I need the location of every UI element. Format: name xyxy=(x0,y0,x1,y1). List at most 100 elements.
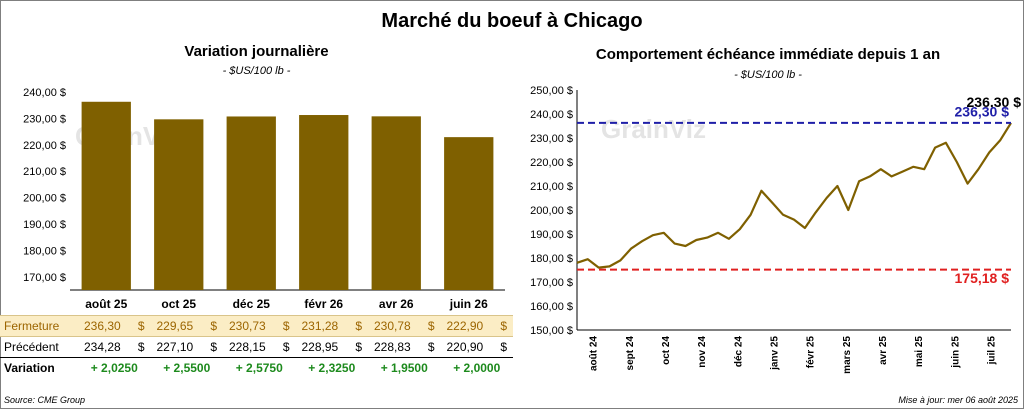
line-xtick: août 24 xyxy=(589,336,600,371)
line-chart: GrainViz 150,00 $ 160,00 $ 170,00 $ 180,00 $… xyxy=(530,85,1022,374)
bar-ytick: 190,00 $ xyxy=(23,219,66,231)
table-cell: 234,28 $ xyxy=(78,337,151,358)
summary-table: Fermeture 236,30 $229,65 $230,73 $231,28 $230… xyxy=(0,315,513,378)
row-label: Précédent xyxy=(4,340,59,354)
table-cell: 229,65 $ xyxy=(150,315,223,337)
source-note: Source: CME Group xyxy=(4,395,86,405)
cell-value: 230,78 xyxy=(374,319,411,333)
cell-currency: $ xyxy=(282,319,290,333)
cell-currency: $ xyxy=(282,340,290,354)
line-ytick: 240,00 $ xyxy=(530,109,573,121)
line-xtick: nov 24 xyxy=(697,336,708,368)
bar-category: déc 25 xyxy=(233,297,271,311)
cell-currency: $ xyxy=(355,319,362,333)
line-ytick: 200,00 $ xyxy=(530,205,573,217)
cell-value: 228,15 xyxy=(229,340,266,354)
cell-currency: $ xyxy=(210,340,217,354)
line-ytick: 160,00 $ xyxy=(530,301,573,313)
cell-value: 230,73 xyxy=(229,319,266,333)
cell-currency: $ xyxy=(500,340,507,354)
line-ytick: 180,00 $ xyxy=(530,253,573,265)
bar-ytick: 220,00 $ xyxy=(23,140,66,152)
line-ytick: 220,00 $ xyxy=(530,157,573,169)
line-xtick: juin 25 xyxy=(950,336,961,369)
right-panel-title: Comportement échéance immédiate depuis 1… xyxy=(595,46,941,63)
table-cell: 228,83 $ xyxy=(368,337,441,358)
table-cell: 228,15 $ xyxy=(223,337,296,358)
line-xtick: janv 25 xyxy=(769,336,780,371)
line-ytick: 230,00 $ xyxy=(530,133,573,145)
table-cell: + 2,0250 xyxy=(78,357,151,378)
bar-4 xyxy=(371,116,421,290)
update-note: Mise à jour: mer 06 août 2025 xyxy=(898,395,1018,405)
table-cell: + 2,0000 xyxy=(440,357,513,378)
table-cell: + 2,5500 xyxy=(150,357,223,378)
cell-value: 234,28 xyxy=(84,340,121,354)
table-cell: 230,73 $ xyxy=(223,315,296,337)
table-cell: 231,28 $ xyxy=(295,315,368,337)
right-panel-unit: - $US/100 lb - xyxy=(734,69,802,81)
table-cell: + 2,5750 xyxy=(223,357,296,378)
cell-value: 228,95 xyxy=(301,340,339,354)
line-xtick: déc 24 xyxy=(733,336,744,368)
bar-5 xyxy=(444,137,494,290)
left-panel-title: Variation journalière xyxy=(184,43,329,60)
max-price-label: 236,30 $ xyxy=(955,103,1010,119)
line-xtick: oct 24 xyxy=(661,336,672,365)
table-cell: + 1,9500 xyxy=(368,357,441,378)
bar-category: févr 26 xyxy=(304,297,343,311)
bar-chart: GrainViz170,00 $180,00 $190,00 $200,00 $… xyxy=(23,87,505,311)
line-xtick: avr 25 xyxy=(878,336,889,365)
cell-value: 220,90 xyxy=(446,340,484,354)
bar-2 xyxy=(226,116,276,290)
bar-ytick: 210,00 $ xyxy=(23,166,66,178)
table-cell: 228,95 $ xyxy=(296,337,369,358)
price-line xyxy=(576,122,1012,269)
min-price-label: 175,18 $ xyxy=(955,270,1010,286)
bar-3 xyxy=(299,115,349,290)
bar-ytick: 230,00 $ xyxy=(23,113,66,125)
bar-category: avr 26 xyxy=(379,297,414,311)
line-xtick: févr 25 xyxy=(806,336,817,369)
table-cell: + 2,3250 xyxy=(295,357,368,378)
table-row: Variation + 2,0250 + 2,5500 + 2,5750 + 2,325… xyxy=(0,357,513,378)
table-cell: 220,90 $ xyxy=(441,337,514,358)
bar-ytick: 200,00 $ xyxy=(23,193,66,205)
table-row: Fermeture 236,30 $229,65 $230,73 $231,28 $230… xyxy=(0,315,513,337)
cell-value: 231,28 xyxy=(301,319,339,333)
bar-category: oct 25 xyxy=(161,297,196,311)
cell-value: 236,30 xyxy=(84,319,121,333)
cell-value: 227,10 xyxy=(156,340,194,354)
line-xtick: mai 25 xyxy=(914,336,925,368)
cell-currency: $ xyxy=(427,340,435,354)
cell-currency: $ xyxy=(210,319,217,333)
bar-category: août 25 xyxy=(85,297,127,311)
row-label: Fermeture xyxy=(0,315,78,337)
table-cell: 227,10 $ xyxy=(151,337,224,358)
line-xtick: mars 25 xyxy=(842,336,853,374)
cell-currency: $ xyxy=(500,319,507,333)
line-ytick: 150,00 $ xyxy=(530,325,573,337)
cell-currency: $ xyxy=(137,319,145,333)
line-ytick: 210,00 $ xyxy=(530,181,573,193)
row-label: Variation xyxy=(0,357,78,378)
table-cell: 230,78 $ xyxy=(368,315,441,337)
cell-value: 228,83 xyxy=(374,340,411,354)
left-panel-unit: - $US/100 lb - xyxy=(222,65,291,77)
bar-ytick: 170,00 $ xyxy=(23,272,66,284)
bar-0 xyxy=(81,101,131,290)
cell-currency: $ xyxy=(427,319,435,333)
bar-category: juin 26 xyxy=(449,297,488,311)
line-ytick: 190,00 $ xyxy=(530,229,573,241)
table-cell: 222,90 $ xyxy=(440,315,513,337)
bar-ytick: 240,00 $ xyxy=(23,87,66,99)
current-price-label: 236,30 $ xyxy=(967,94,1022,110)
line-ytick: 250,00 $ xyxy=(530,85,573,97)
cell-value: 229,65 xyxy=(156,319,194,333)
watermark: GrainViz xyxy=(601,114,706,144)
table-row: Précédent 234,28 $227,10 $228,15 $228,95 $228… xyxy=(0,337,513,358)
line-ytick: 170,00 $ xyxy=(530,277,573,289)
line-xtick: sept 24 xyxy=(625,336,636,371)
bar-1 xyxy=(154,119,204,290)
table-cell: 236,30 $ xyxy=(78,315,151,337)
